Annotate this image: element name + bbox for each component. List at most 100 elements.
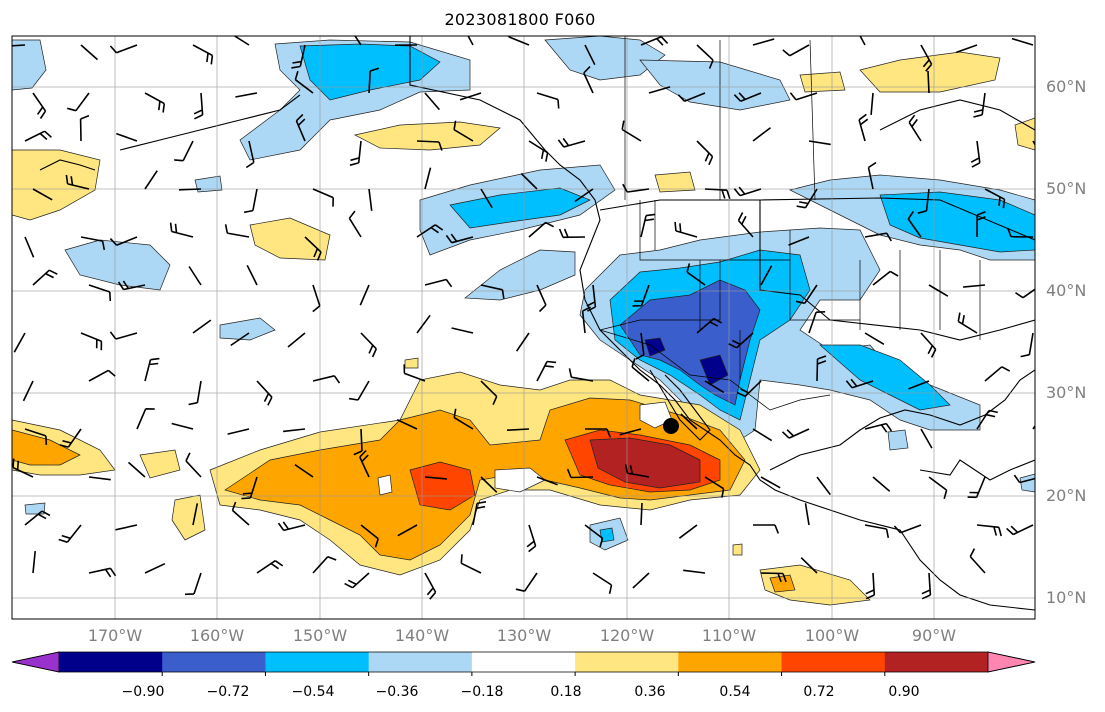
wind-barb [192,44,214,65]
wind-barb [117,280,146,291]
wind-barb [696,44,714,69]
wind-barb [79,114,90,142]
wind-barb [1007,228,1034,238]
colorbar-bin [678,652,783,672]
wind-barb [969,548,986,574]
wind-barb [235,92,258,98]
wind-barb [737,212,754,238]
wind-barb [66,92,90,112]
colorbar-tick: 0.18 [550,684,582,700]
wind-barb [13,332,26,353]
wind-barb [58,524,82,543]
wind-barb [957,312,978,334]
wind-barb [683,569,706,574]
wind-barb [12,44,26,47]
wind-barb [241,476,258,500]
wind-barb [870,92,874,115]
wind-barb [515,332,530,352]
wind-barb [312,555,337,574]
wind-barb [506,428,530,431]
wind-barb [32,188,53,201]
wind-barb [956,44,978,54]
map-frame [11,35,1036,620]
wind-barb [403,364,426,382]
colorbar-bin [575,652,679,672]
wind-barb [193,92,204,120]
wind-barb [566,468,594,479]
wind-barb [867,161,877,190]
wind-barb [359,449,370,478]
colorbar-tick: −0.72 [206,684,250,700]
wind-barb [256,380,273,406]
wind-barb [528,140,549,162]
wind-barb [678,524,698,539]
wind-barb [88,369,116,382]
colorbar-bin [368,652,473,672]
wind-barb [192,503,199,526]
wind-barb [233,36,250,46]
wind-barb [88,567,117,578]
wind-barb [622,183,650,193]
wind-barb [188,380,202,406]
wind-barb [789,92,818,101]
wind-barb [344,572,370,589]
wind-barb [480,380,498,406]
wind-barb [800,557,818,574]
colorbar-tick: −0.18 [460,684,504,700]
wind-barb [967,476,986,499]
wind-barb [507,36,530,46]
wind-barb [752,428,773,442]
wind-barb [920,332,937,358]
wind-barb [908,114,922,142]
political-borders [599,36,981,411]
wind-barb [80,332,103,351]
wind-barb [453,408,474,430]
lon-label-100w: 100°W [804,626,860,645]
colorbar-bin [471,652,576,672]
wind-barb [984,366,1011,382]
wind-barb [704,380,725,394]
wind-barb [528,221,554,238]
wind-barb [348,210,362,238]
wind-barb [127,461,146,478]
wind-barb [88,476,111,481]
lon-label-110w: 110°W [701,626,757,645]
wind-barb [696,317,722,334]
wind-barb [353,428,363,456]
lat-label-10n: 10°N [1046,588,1087,607]
wind-barb [640,213,656,238]
wind-barb [928,476,948,500]
negative-anomaly-fill [12,36,1035,551]
wind-barb [32,551,36,574]
wind-barb [907,211,922,238]
wind-barb [632,572,650,589]
wind-barb [348,380,370,401]
wind-barbs [12,36,1035,600]
lat-label-50n: 50°N [1046,179,1087,198]
wind-barb [858,113,869,142]
wind-barb [397,524,418,537]
wind-barb [635,332,645,360]
wind-barb [185,452,202,478]
wind-barb [584,44,596,66]
wind-barb [917,188,930,214]
wind-barb [536,92,560,109]
wind-barb [245,140,255,169]
wind-barb [80,44,99,61]
lat-label-40n: 40°N [1046,281,1087,300]
wind-barb [621,120,642,142]
wind-barb [536,476,558,486]
wind-barb [619,428,642,436]
wind-barb [169,222,194,238]
wind-barb [424,92,441,111]
wind-barb [568,368,594,382]
wind-barb [424,476,447,480]
lat-label-30n: 30°N [1046,383,1087,402]
wind-barb [782,44,810,57]
wind-barb [1006,524,1034,536]
lon-label-90w: 90°W [911,626,957,645]
wind-barb [781,428,810,439]
wind-barb [1011,37,1034,46]
wind-barb [24,236,35,258]
